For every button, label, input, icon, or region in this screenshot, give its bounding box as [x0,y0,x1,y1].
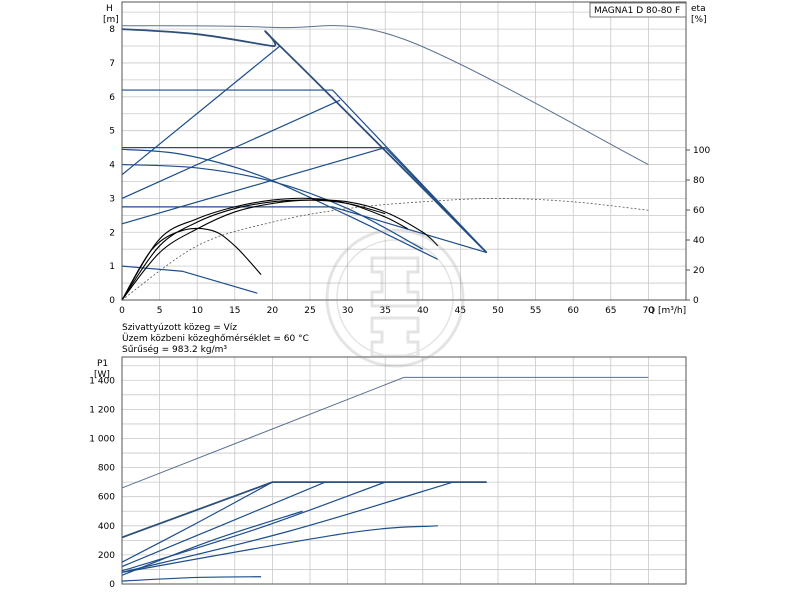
p1-axis-unit: [W] [94,370,110,380]
p1-tick-label: 0 [109,580,115,590]
upper-series-line-reference [121,25,649,165]
p1-tick-label: 400 [98,522,115,532]
x-tick-label: 70 [643,306,655,316]
upper-series-line-max [121,28,488,254]
p1-tick-label: 200 [98,551,115,561]
x-tick-label: 25 [304,306,315,316]
chart-title: MAGNA1 D 80-80 F [594,6,680,16]
lower-series-line-power [121,481,454,573]
upper-y-ticks: 0 1 2 3 4 5 6 7 8 [109,25,115,306]
lower-y-ticks: 0 200 400 600 800 1 000 1 200 1 400 [89,376,115,590]
x-tick-label: 40 [417,306,429,316]
p1-axis-name: P1 [97,359,108,369]
seal-emblem [370,256,420,308]
x-axis-label: Q [m³/h] [648,306,686,316]
y-tick-label: 7 [109,59,115,69]
x-tick-label: 0 [119,306,125,316]
x-tick-label: 65 [605,306,616,316]
upper-grid [121,2,687,301]
upper-series-line-head [121,45,281,176]
x-tick-label: 35 [379,306,390,316]
upper-series-line-head [122,206,487,254]
y2-axis-name: eta [691,4,706,14]
p1-tick-label: 1 400 [89,376,115,386]
lower-chart: 0 200 400 600 800 1 000 1 200 1 400 P1 [W] [89,356,687,590]
upper-x-ticks: 0 5 10 15 20 25 30 35 40 45 50 55 60 65 70 [119,306,654,316]
upper-series-line-efficiency [121,199,386,301]
upper-series-line-head [121,147,386,225]
y-tick-label: 2 [109,228,115,238]
y2-tick-label: 40 [693,236,705,246]
x-tick-label: 45 [455,306,466,316]
upper-series-line-head [121,148,439,260]
lower-series-line-power [121,576,262,582]
lower-series-line-power [121,525,438,573]
upper-frame [121,1,687,301]
p1-tick-label: 600 [98,493,115,503]
title-box [589,2,687,18]
seal-outer-ring [325,228,465,368]
upper-series [121,25,649,301]
x-tick-label: 5 [157,306,163,316]
x-tick-label: 15 [229,306,240,316]
y-axis-unit: [m] [103,15,119,25]
p1-tick-label: 1 000 [89,434,115,444]
y2-tick-label: 60 [693,206,705,216]
upper-series-line-head [121,163,424,250]
x-tick-label: 30 [342,306,354,316]
p1-tick-label: 800 [98,464,115,474]
y-tick-label: 5 [109,127,115,137]
y2-tick-label: 20 [693,266,705,276]
upper-series-line-efficiency-overall [121,198,649,301]
y-tick-label: 0 [109,296,115,306]
lower-series-line-reference [121,376,649,489]
lower-frame [121,356,687,585]
seal-emblem-lower [370,316,420,358]
y-tick-label: 6 [109,93,115,103]
upper-series-line-head [121,99,341,199]
lower-series [121,376,649,582]
p1-tick-label: 1 200 [89,405,115,415]
lower-series-line-max [121,481,487,539]
upper-series-line-efficiency [121,197,409,301]
x-tick-label: 60 [567,306,579,316]
y-axis-name: H [106,4,113,14]
upper-series-line-head [122,89,488,254]
y2-tick-label: 100 [693,146,710,156]
x-tick-label: 10 [191,306,203,316]
lower-series-line-power [121,481,273,563]
lower-series-line-power [121,481,326,568]
x-tick-label: 55 [530,306,541,316]
y-tick-label: 8 [109,25,115,35]
lower-series-line-power [121,510,303,576]
x-tick-label: 50 [492,306,504,316]
y2-axis-unit: [%] [691,15,707,25]
annotation-density: Sűrűség = 983.2 kg/m³ [122,344,227,355]
y2-tick-label: 0 [693,296,699,306]
seal-inner-ring [336,239,454,357]
x-tick-label: 20 [267,306,279,316]
y-tick-label: 4 [109,161,115,171]
y-tick-label: 1 [109,262,115,272]
annotation-medium: Szivattyúzott közeg = Víz [122,323,237,333]
y2-tick-label: 80 [693,176,705,186]
lower-series-line-power [121,481,386,572]
y-tick-label: 3 [109,194,115,204]
annotation-temperature: Üzem közbeni közeghőmérséklet = 60 °C [122,333,309,344]
upper-y2-ticks: 0 20 40 60 80 100 [686,146,710,306]
watermark-seal [325,228,465,368]
upper-series-line-head [121,265,258,294]
lower-grid [121,357,687,585]
